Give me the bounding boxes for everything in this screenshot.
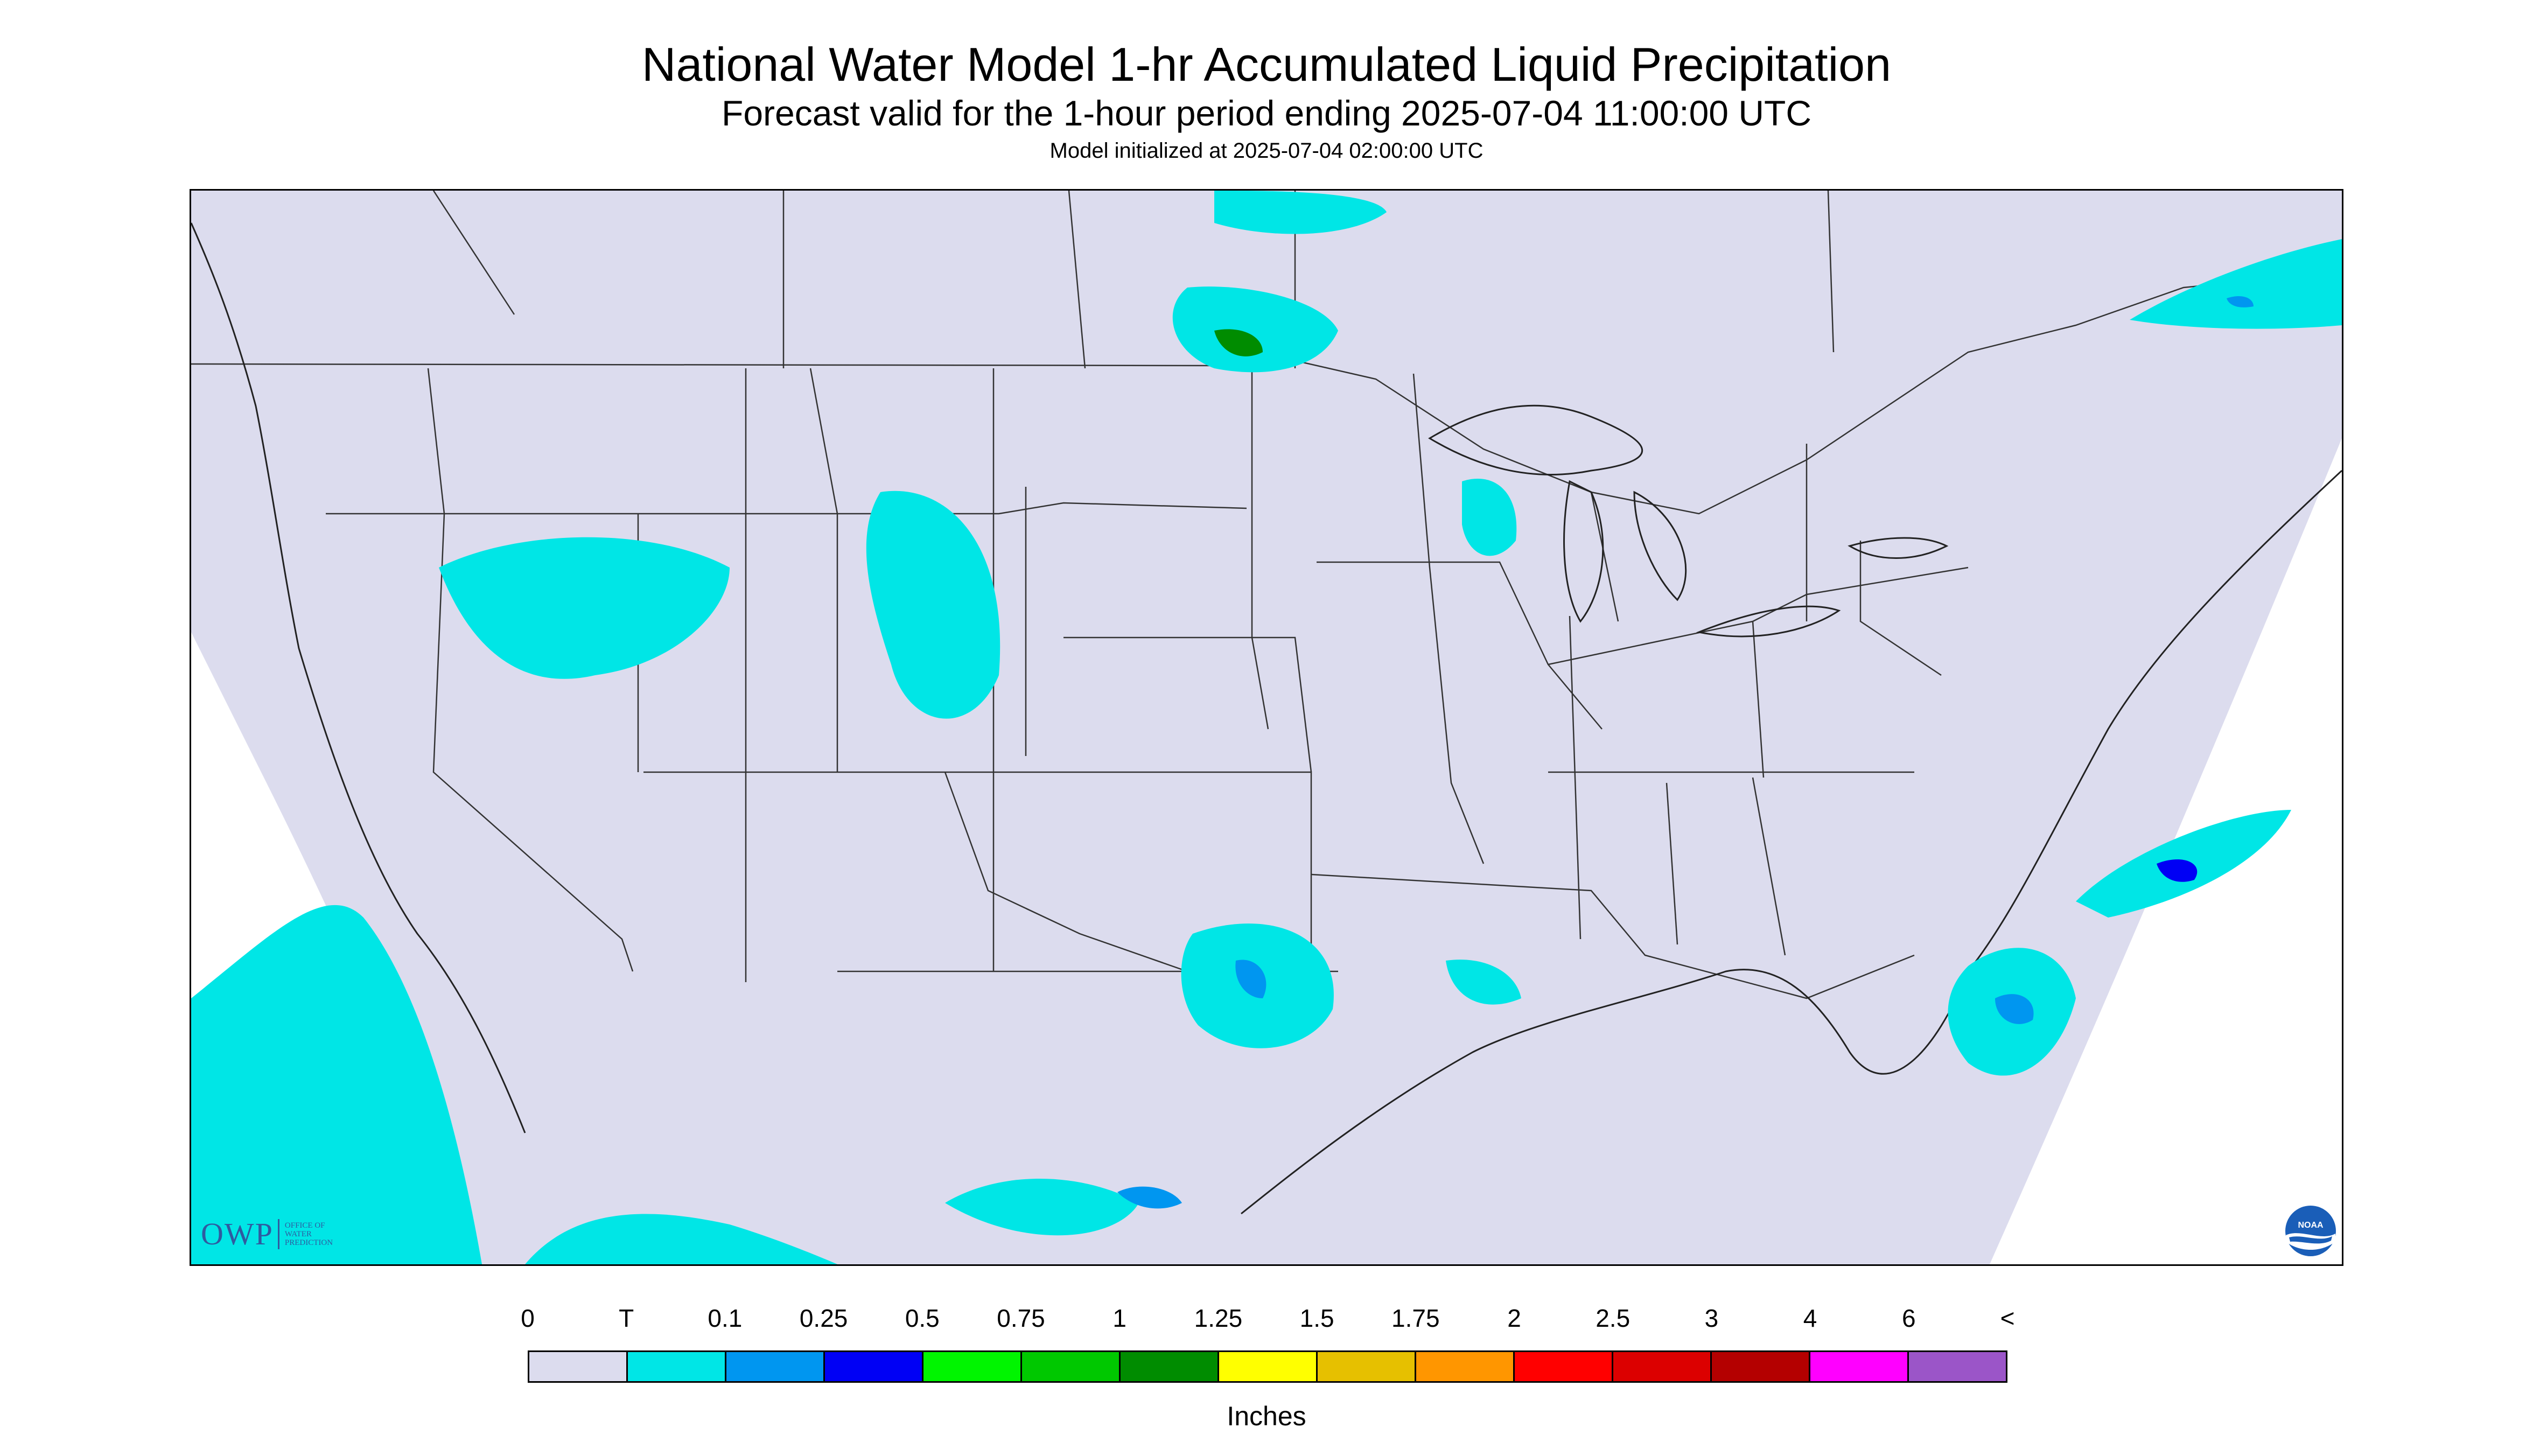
precip-great-basin bbox=[439, 537, 730, 679]
precip-wisconsin bbox=[1462, 478, 1517, 556]
noaa-logo: NOAA bbox=[2284, 1205, 2337, 1257]
pacific-coast bbox=[191, 222, 526, 1133]
lake-michigan bbox=[1563, 480, 1604, 623]
lake-superior bbox=[1428, 404, 1643, 475]
outside-domain-east bbox=[1990, 438, 2342, 1264]
owp-logo: OWP OFFICE OF WATER PREDICTION bbox=[201, 1216, 333, 1252]
precip-pacific bbox=[191, 905, 482, 1264]
lake-erie bbox=[1696, 605, 1841, 638]
precip-atlantic-core bbox=[1995, 994, 2034, 1024]
legend-tick-label: 4 bbox=[1803, 1304, 1817, 1332]
legend-tick-label: 0.25 bbox=[799, 1304, 848, 1332]
legend-swatch bbox=[1810, 1352, 1909, 1381]
legend-swatch bbox=[1613, 1352, 1712, 1381]
legend-tick-label: 3 bbox=[1704, 1304, 1719, 1332]
chart-title: National Water Model 1-hr Accumulated Li… bbox=[641, 38, 1892, 91]
coastlines bbox=[191, 222, 2342, 1215]
legend-swatch bbox=[1909, 1352, 2006, 1381]
precip-mexico-core bbox=[1117, 1186, 1182, 1209]
legend-swatch bbox=[1712, 1352, 1810, 1381]
legend-swatch bbox=[1121, 1352, 1219, 1381]
map-canvas bbox=[191, 191, 2342, 1264]
lake-huron bbox=[1633, 491, 1687, 601]
legend-tick-label: 1.5 bbox=[1299, 1304, 1334, 1332]
precipitation-areas bbox=[191, 191, 2342, 1264]
legend-swatch bbox=[1515, 1352, 1613, 1381]
precip-mexico-south bbox=[525, 1214, 837, 1264]
precip-wyoming-colorado bbox=[866, 491, 1000, 719]
legend-tick-label: 0.5 bbox=[905, 1304, 940, 1332]
legend-swatch bbox=[726, 1352, 825, 1381]
precip-quebec bbox=[2130, 239, 2342, 329]
owp-logo-letters: OWP bbox=[201, 1216, 274, 1251]
legend-tick-label: 1 bbox=[1112, 1304, 1126, 1332]
legend-swatch bbox=[1416, 1352, 1515, 1381]
legend-color-bar bbox=[528, 1350, 2007, 1383]
legend-swatch bbox=[1219, 1352, 1318, 1381]
owp-logo-divider bbox=[277, 1219, 279, 1249]
legend-tick-label: 1.75 bbox=[1391, 1304, 1440, 1332]
owp-office-line: WATER bbox=[284, 1229, 312, 1238]
owp-logo-office-text: OFFICE OF WATER PREDICTION bbox=[285, 1221, 333, 1247]
legend-swatch bbox=[1318, 1352, 1416, 1381]
legend-tick-label: 0.75 bbox=[997, 1304, 1045, 1332]
legend-tick-label: 6 bbox=[1902, 1304, 1916, 1332]
legend-tick-label: < bbox=[2000, 1304, 2015, 1332]
legend-tick-label: 2 bbox=[1507, 1304, 1521, 1332]
svg-text:NOAA: NOAA bbox=[2298, 1221, 2324, 1230]
forecast-valid-subtitle: Forecast valid for the 1-hour period end… bbox=[722, 93, 1811, 133]
precip-atlantic-carolinas-core bbox=[2157, 859, 2198, 882]
owp-office-line: PREDICTION bbox=[284, 1238, 333, 1247]
legend-tick-label: 1.25 bbox=[1194, 1304, 1243, 1332]
owp-office-line: OFFICE OF bbox=[284, 1221, 325, 1230]
legend-units-label: Inches bbox=[1227, 1401, 1306, 1431]
atlantic-gulf-coast bbox=[1241, 470, 2342, 1215]
legend-swatch bbox=[529, 1352, 628, 1381]
legend-tick-label: 0 bbox=[521, 1304, 535, 1332]
state-boundaries bbox=[191, 191, 2342, 999]
precip-texas-core bbox=[1235, 960, 1266, 998]
precip-lake-of-the-woods bbox=[1172, 286, 1338, 373]
precip-mexico-east bbox=[945, 1179, 1139, 1236]
precip-manitoba bbox=[1214, 191, 1387, 234]
precip-louisiana bbox=[1446, 960, 1521, 1005]
lake-ontario bbox=[1848, 537, 1949, 559]
legend-swatch bbox=[628, 1352, 726, 1381]
legend-tick-label: T bbox=[619, 1304, 634, 1332]
legend-swatch bbox=[923, 1352, 1022, 1381]
precip-quebec-core bbox=[2227, 296, 2254, 307]
legend-tick-label: 2.5 bbox=[1596, 1304, 1631, 1332]
legend-swatch bbox=[825, 1352, 923, 1381]
model-init-line: Model initialized at 2025-07-04 02:00:00… bbox=[1049, 139, 1484, 163]
precip-lake-of-the-woods-core bbox=[1214, 329, 1263, 356]
legend-tick-label: 0.1 bbox=[708, 1304, 743, 1332]
legend-swatch bbox=[1022, 1352, 1121, 1381]
precipitation-map: OWP OFFICE OF WATER PREDICTION NOAA bbox=[190, 189, 2343, 1266]
